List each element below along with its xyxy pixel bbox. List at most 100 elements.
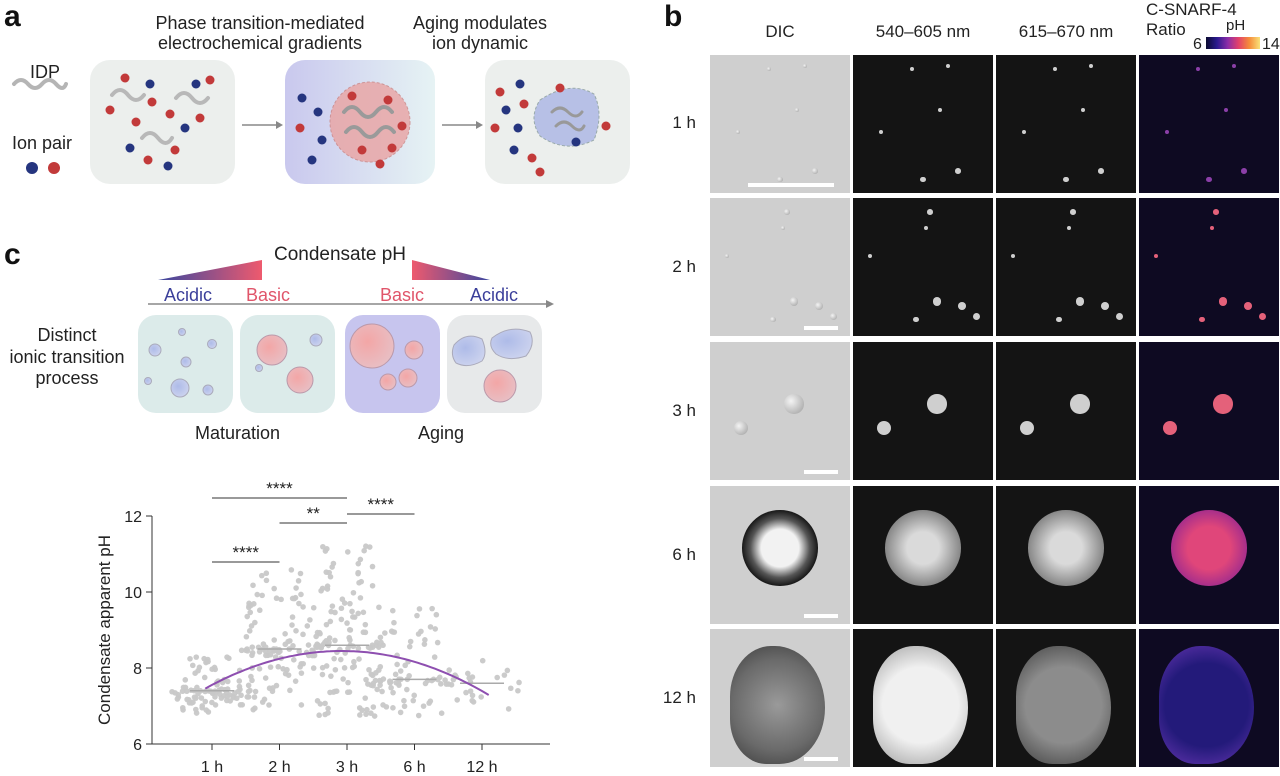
data-point xyxy=(446,667,453,673)
image-6h-ch615 xyxy=(996,486,1136,624)
data-point xyxy=(433,611,440,618)
label-aging: Aging xyxy=(418,423,465,443)
y-tick-label: 8 xyxy=(133,661,142,678)
data-point xyxy=(415,712,422,719)
data-point xyxy=(382,630,388,636)
data-point xyxy=(327,573,334,580)
data-point xyxy=(414,612,420,619)
data-point xyxy=(183,688,190,695)
data-point xyxy=(478,694,484,700)
image-2h-ch615 xyxy=(996,198,1136,336)
image-1h-ch540 xyxy=(853,55,993,193)
image-12h-ch615 xyxy=(996,629,1136,767)
data-point xyxy=(364,706,370,713)
data-point xyxy=(427,624,434,630)
data-point xyxy=(372,677,379,684)
data-point xyxy=(196,664,203,671)
data-point xyxy=(252,705,258,712)
data-point xyxy=(245,688,252,695)
x-tick-label: 2 h xyxy=(268,759,290,776)
data-point xyxy=(184,696,190,703)
data-point xyxy=(259,699,266,705)
data-point xyxy=(267,651,274,658)
data-point xyxy=(341,600,348,606)
data-point xyxy=(347,627,354,633)
label-acidic-right: Acidic xyxy=(470,285,519,305)
data-point xyxy=(319,671,326,678)
data-point xyxy=(189,662,196,669)
data-point xyxy=(247,609,254,616)
data-point xyxy=(361,547,367,554)
data-point xyxy=(275,663,282,670)
data-point xyxy=(195,690,201,697)
data-point xyxy=(376,677,383,684)
data-point xyxy=(288,567,295,573)
data-point xyxy=(263,577,270,584)
data-point xyxy=(193,706,199,713)
data-point xyxy=(296,648,303,655)
data-point xyxy=(251,694,258,700)
legend-idp: IDP xyxy=(30,62,61,82)
data-point xyxy=(362,621,369,628)
data-point xyxy=(179,688,186,695)
data-point xyxy=(438,710,445,716)
data-point xyxy=(505,706,512,712)
data-point xyxy=(420,703,427,709)
label-basic-right: Basic xyxy=(380,285,425,305)
data-point xyxy=(327,618,334,625)
data-point xyxy=(345,645,351,652)
data-point xyxy=(351,658,357,665)
header-aging: Aging modulates ion dynamic xyxy=(412,13,548,53)
data-point xyxy=(246,600,252,607)
data-point xyxy=(331,655,337,662)
data-point xyxy=(297,570,304,577)
data-point xyxy=(327,689,333,696)
data-point xyxy=(289,622,295,628)
data-point xyxy=(424,677,431,684)
data-point xyxy=(310,665,317,671)
x-tick-label: 6 h xyxy=(403,759,425,776)
data-point xyxy=(387,680,393,686)
data-point xyxy=(357,712,363,718)
data-point xyxy=(256,666,263,672)
data-point xyxy=(363,711,369,718)
image-2h-ratio xyxy=(1139,198,1279,336)
row-label-2h: 2 h xyxy=(672,257,696,276)
data-point xyxy=(174,696,181,702)
data-point xyxy=(344,689,351,696)
data-point xyxy=(397,709,404,716)
data-point xyxy=(366,666,372,673)
y-axis-label: Condensate apparent pH xyxy=(95,535,114,725)
schematic-title: Condensate pH xyxy=(273,244,407,265)
column-label-dic: DIC xyxy=(765,22,795,41)
data-point xyxy=(227,692,233,698)
data-point xyxy=(390,689,396,696)
data-point xyxy=(341,665,348,671)
data-point xyxy=(325,710,331,716)
data-point xyxy=(320,543,326,550)
data-point xyxy=(282,630,288,637)
data-point xyxy=(470,699,477,705)
image-3h-dic xyxy=(710,342,850,480)
data-point xyxy=(326,635,333,641)
data-point xyxy=(401,697,407,704)
data-point xyxy=(300,604,306,610)
data-point xyxy=(285,638,291,645)
panel-c-schematic xyxy=(138,260,554,413)
data-point xyxy=(305,642,312,648)
data-point xyxy=(337,656,344,663)
data-point xyxy=(356,656,362,662)
data-point xyxy=(363,676,369,683)
data-point xyxy=(290,643,296,649)
data-point xyxy=(285,672,292,678)
data-point xyxy=(293,628,299,634)
data-point xyxy=(252,688,259,695)
data-point xyxy=(479,657,486,664)
data-point xyxy=(289,614,296,620)
data-point xyxy=(244,648,251,654)
data-point xyxy=(295,578,302,584)
fit-curve xyxy=(204,650,490,696)
data-point xyxy=(244,613,251,620)
data-point xyxy=(494,674,500,681)
row-label-12h: 12 h xyxy=(662,688,696,707)
